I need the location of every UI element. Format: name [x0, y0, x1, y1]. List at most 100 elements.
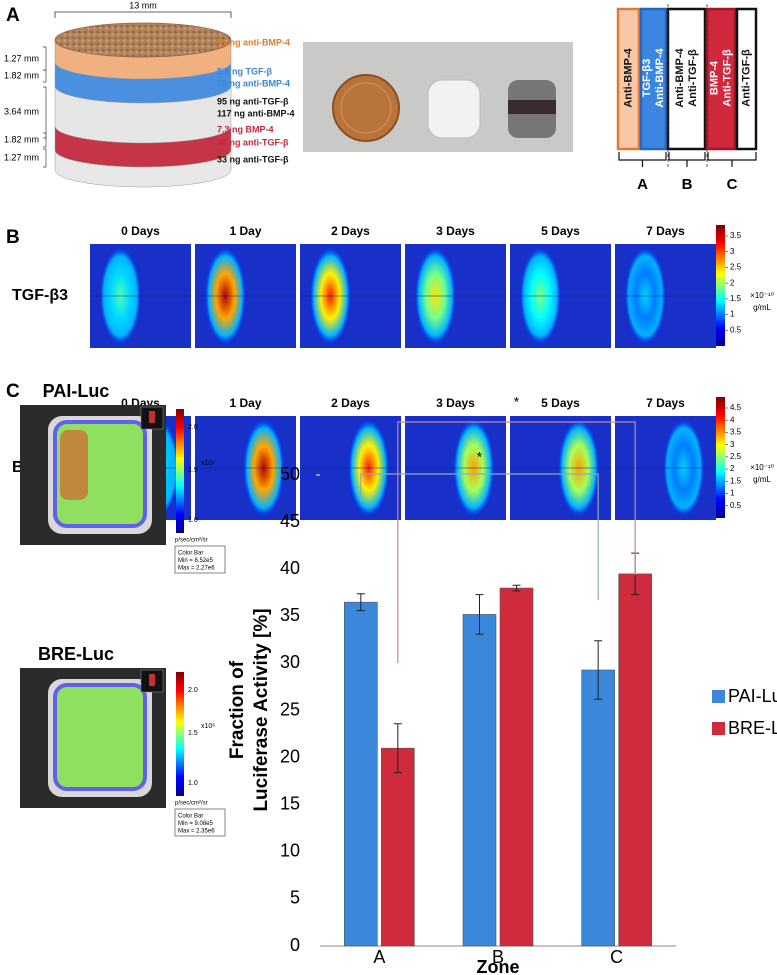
- zone-column-label: BMP-4: [708, 60, 720, 95]
- luc-colorbar: [176, 409, 184, 533]
- luc-legend-box: [174, 808, 226, 837]
- image-title: PAI-Luc: [43, 381, 110, 401]
- dimension-bracket: [43, 46, 47, 71]
- colorbar-tick-label: 2: [730, 464, 735, 473]
- zone-column: [616, 7, 641, 151]
- colorbar: [716, 225, 725, 346]
- y-tick-label: 45: [280, 511, 300, 531]
- colorbar-tick-label: 3.5: [730, 428, 742, 437]
- day-label: 7 Days: [646, 224, 685, 238]
- colorbar-tick-label: 4: [730, 415, 735, 424]
- luc-legend-text: Color Bar: [178, 814, 203, 820]
- photo-penny: [332, 74, 400, 142]
- dimension-bracket: [43, 148, 47, 168]
- luc-colorbar-units: p/sec/cm²/sr: [175, 538, 208, 544]
- luc-legend-text: Max = 2.27e6: [178, 566, 215, 572]
- dimension-bracket: [43, 69, 47, 83]
- width-bracket: [54, 11, 232, 18]
- significance-bracket: [397, 421, 636, 663]
- error-bar: [475, 594, 484, 635]
- cylinder-top: [54, 22, 232, 58]
- y-axis-label: Luciferase Activity [%]: [251, 608, 272, 811]
- bar: [581, 669, 615, 947]
- y-tick-label: 25: [280, 699, 300, 719]
- bar: [381, 747, 415, 947]
- colorbar-tick-label: 1.5: [730, 294, 742, 303]
- luc-colorbar-tick: 1.5: [188, 467, 198, 474]
- day-label: 0 Days: [121, 224, 160, 238]
- legend-swatch: [712, 690, 725, 703]
- luc-legend-text: Min = 9.08e5: [178, 821, 214, 827]
- luc-colorbar-tick: 1.0: [188, 517, 198, 524]
- luc-colorbar-tick: 1.0: [188, 780, 198, 787]
- y-tick-label: 10: [280, 841, 300, 861]
- day-label: 3 Days: [436, 224, 475, 238]
- luc-legend-box: [174, 545, 226, 574]
- luc-inset-mark: [149, 674, 155, 686]
- colorbar-tick-label: 3: [730, 440, 735, 449]
- day-label: 7 Days: [646, 396, 685, 410]
- zone-bracket: [668, 152, 706, 167]
- dimension-label: 1.82 mm: [4, 134, 39, 144]
- legend-label: PAI-Luc: [728, 686, 777, 706]
- layer-label: 7.3 ng BMP-4: [217, 124, 274, 134]
- row-label: TGF-β3: [12, 287, 68, 304]
- luc-colorbar-tick: 2.0: [188, 687, 198, 694]
- colorbar-unit: g/mL: [753, 303, 771, 312]
- zone-column-label: Anti-BMP-4: [654, 47, 666, 107]
- day-label: 2 Days: [331, 396, 370, 410]
- day-label: 3 Days: [436, 396, 475, 410]
- bar: [499, 587, 534, 947]
- luc-colorbar-tick: 2.0: [188, 424, 198, 431]
- day-label: 1 Day: [229, 396, 261, 410]
- bar: [344, 601, 378, 947]
- colorbar-tick-label: 1.5: [730, 476, 742, 485]
- significance-star: *: [514, 394, 520, 410]
- zone-column: [735, 7, 758, 151]
- colorbar-tick-label: 4.5: [730, 403, 742, 412]
- y-tick-label: 15: [280, 793, 300, 813]
- image-title: BRE-Luc: [38, 644, 114, 664]
- zone-column: [666, 7, 707, 151]
- error-bar: [356, 593, 365, 612]
- y-tick-label: 40: [280, 558, 300, 578]
- error-bar: [594, 640, 603, 700]
- day-label: 5 Days: [541, 396, 580, 410]
- y-tick-label: 20: [280, 746, 300, 766]
- layer-label: 41 ng anti-BMP-4: [217, 37, 290, 47]
- legend-label: BRE-Luc: [728, 718, 777, 738]
- zone-bracket: [707, 152, 757, 167]
- colorbar-tick-label: 2.5: [730, 452, 742, 461]
- luc-legend-text: Min = 8.52e5: [178, 558, 214, 564]
- luc-colorbar: [176, 672, 184, 796]
- colorbar-tick-label: 2: [730, 278, 735, 287]
- photo-scaffold: [427, 79, 481, 139]
- photo-penny-inner: [340, 82, 392, 134]
- colorbar-tick-label: 1: [730, 489, 735, 498]
- x-tick-label: A: [373, 947, 385, 967]
- panel-b: 0 Days 1 Day 2 Days 3 Days 5 Days 7 Days TGF-β…: [12, 224, 774, 520]
- error-bar: [512, 584, 521, 592]
- dimension-label: 3.64 mm: [4, 106, 39, 116]
- zone-label: A: [637, 176, 648, 193]
- photo-scaffold-band: [508, 100, 556, 114]
- luc-legend-text: Max = 2.35e6: [178, 829, 215, 835]
- x-tick-label: C: [610, 947, 623, 967]
- luc-colorbar-tick: 1.5: [188, 730, 198, 737]
- colorbar-tick-label: 1: [730, 310, 735, 319]
- x-tick-label: B: [492, 947, 504, 967]
- zone-column-label: Anti-BMP-4: [622, 47, 634, 107]
- zone-column-label: Anti-TGF-β: [721, 49, 733, 107]
- colorbar-tick-label: 0.5: [730, 501, 742, 510]
- day-label: 1 Day: [229, 224, 261, 238]
- y-tick-label: 5: [290, 888, 300, 908]
- significance-star: *: [477, 449, 483, 465]
- luc-colorbar-unit: x10⁶: [201, 723, 215, 730]
- layer-label: 95 ng anti-TGF-β: [217, 96, 289, 106]
- y-tick-label: 35: [280, 605, 300, 625]
- significance-bracket: [360, 473, 599, 600]
- panel-label: B: [6, 227, 20, 248]
- zone-column-label: Anti-TGF-β: [687, 49, 699, 107]
- dimension-label: 1.82 mm: [4, 70, 39, 80]
